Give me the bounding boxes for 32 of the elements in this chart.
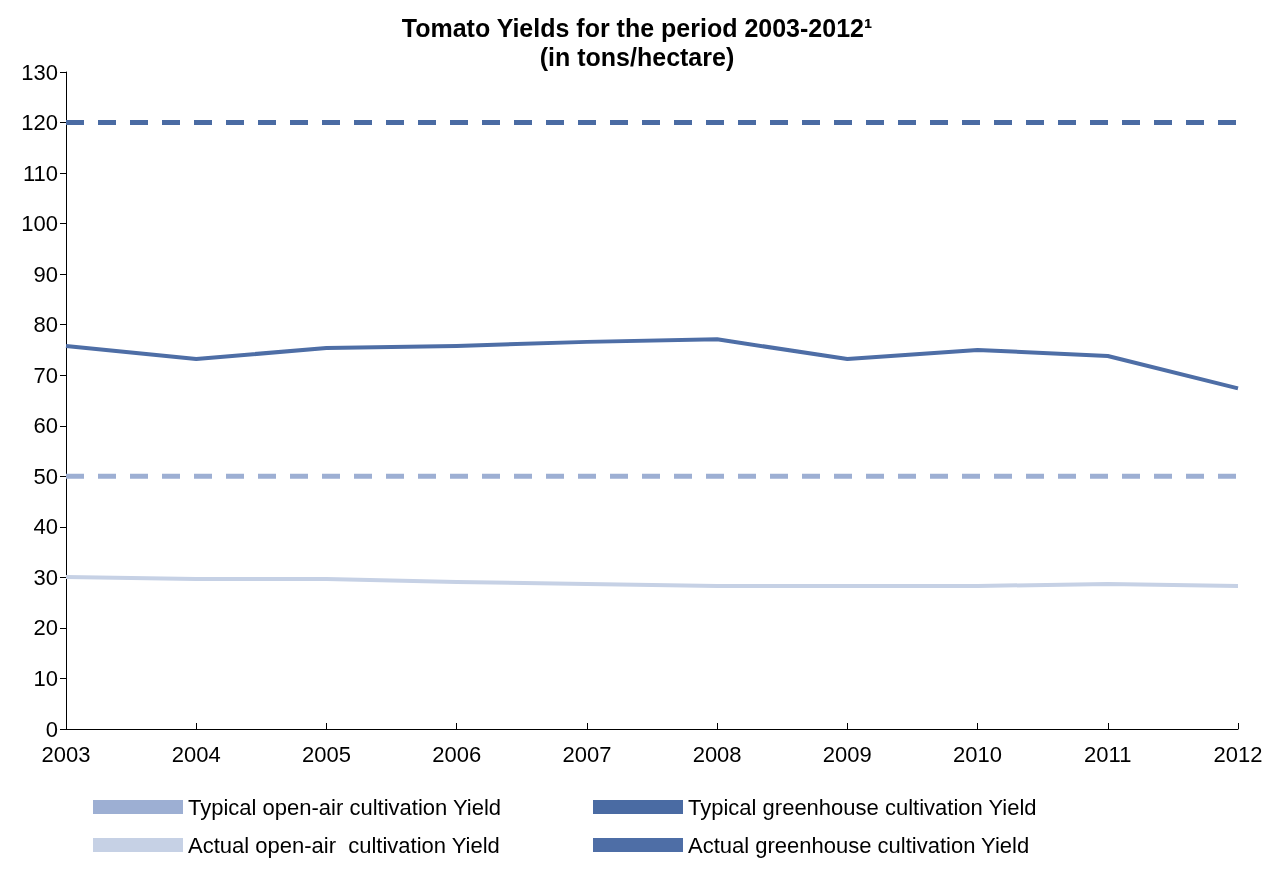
- y-tick-label: 70: [33, 362, 58, 388]
- legend-label: Typical open-air cultivation Yield: [188, 794, 502, 820]
- y-tick-label: 120: [21, 110, 58, 136]
- chart-title: Tomato Yields for the period 2003-2012¹: [401, 13, 873, 42]
- x-tick-label: 2008: [692, 741, 742, 767]
- y-tick-label: 40: [33, 514, 58, 540]
- x-tick-label: 2005: [301, 741, 351, 767]
- line-series: [64, 574, 1240, 588]
- x-tick-label: 2004: [171, 741, 221, 767]
- y-tick-label: 100: [21, 211, 58, 237]
- x-tick-label: 2011: [1084, 741, 1132, 767]
- legend-label: Actual open-air cultivation Yield: [188, 832, 500, 858]
- x-tick-label: 2003: [41, 741, 91, 767]
- y-tick-label: 50: [33, 463, 58, 489]
- y-tick-label: 20: [33, 615, 58, 641]
- x-tick-label: 2007: [562, 741, 612, 767]
- chart-subtitle: (in tons/hectare): [539, 42, 735, 71]
- y-tick-label: 130: [21, 59, 58, 85]
- y-tick-label: 110: [22, 160, 58, 186]
- x-tick-label: 2010: [953, 741, 1003, 767]
- line-series: [64, 337, 1240, 391]
- y-tick-label: 30: [33, 564, 58, 590]
- legend-label: Actual greenhouse cultivation Yield: [688, 832, 1030, 858]
- y-tick-label: 80: [33, 312, 58, 338]
- x-tick-label: 2006: [432, 741, 482, 767]
- y-tick-label: 0: [45, 716, 58, 742]
- x-tick-label: 2009: [822, 741, 872, 767]
- y-tick-label: 10: [33, 665, 58, 691]
- x-tick-label: 2012: [1213, 741, 1263, 767]
- legend-label: Typical greenhouse cultivation Yield: [688, 794, 1037, 820]
- y-tick-label: 90: [33, 261, 58, 287]
- y-tick-label: 60: [33, 413, 58, 439]
